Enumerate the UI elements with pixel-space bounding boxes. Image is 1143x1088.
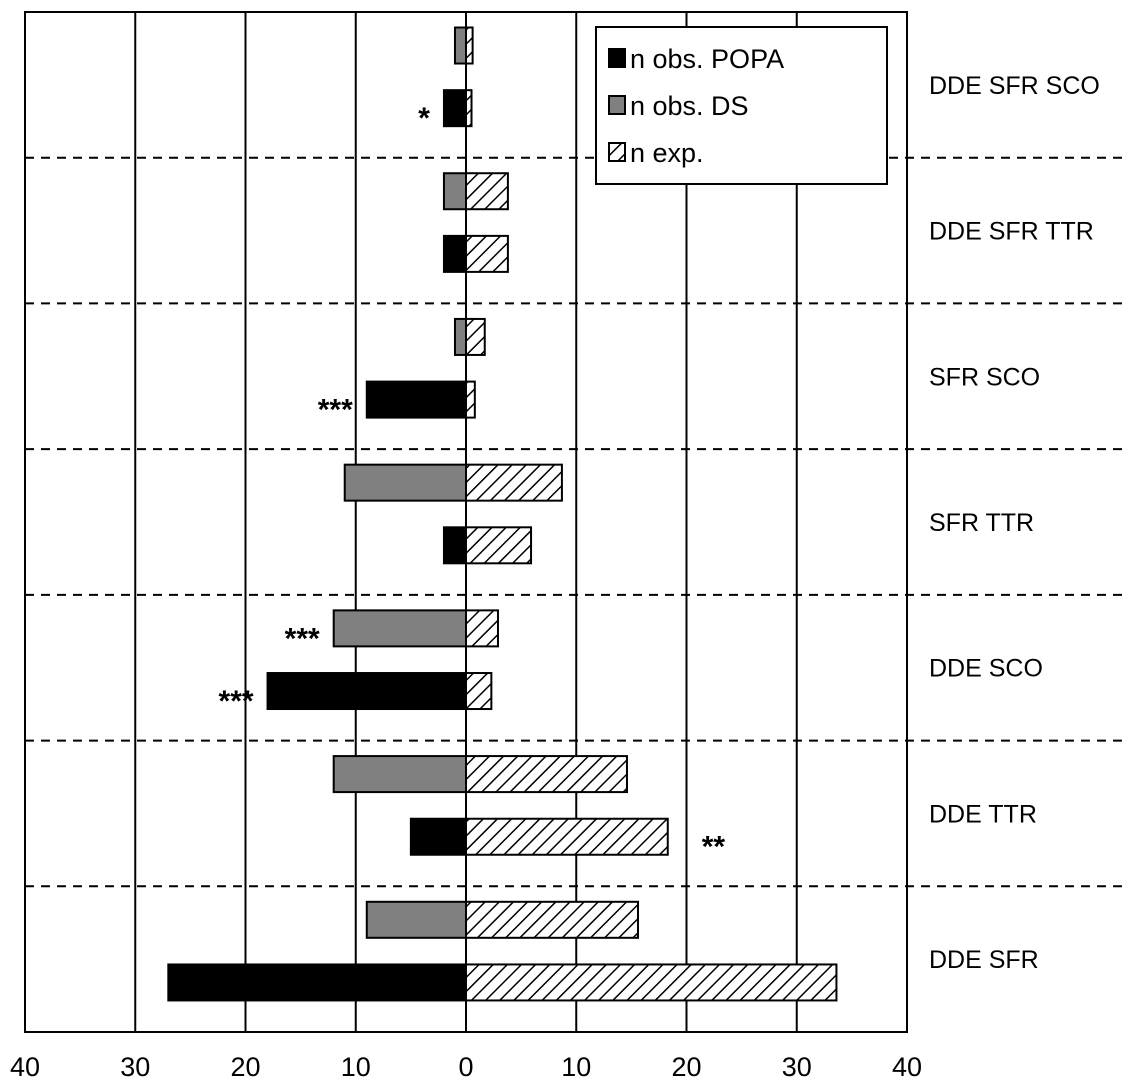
significance-marker: *** [318,394,353,427]
x-tick-label: 10 [561,1052,591,1082]
bar-n-obs-ds [365,900,467,939]
legend-box [595,26,888,185]
category-label: SFR SCO [929,363,1040,391]
bar-n-obs-popa [365,380,467,419]
significance-marker: ** [702,831,726,864]
x-tick-label: 40 [892,1052,922,1082]
x-tick-label: 20 [671,1052,701,1082]
plot-frame [24,11,908,1033]
category-label: DDE TTR [929,800,1037,828]
bar-n-obs-popa [409,817,467,856]
category-label: SFR TTR [929,509,1034,537]
bar-n-obs-ds [453,317,468,356]
bar-n-exp [465,234,509,273]
bar-n-exp [465,900,639,939]
bar-n-obs-popa [266,672,467,711]
legend-swatch [608,95,626,115]
legend-swatch [608,142,626,162]
legend: n obs. POPA n obs. DS n exp. [595,26,888,185]
legend-label: n obs. DS [630,91,749,121]
category-label: DDE SCO [929,655,1043,683]
bar-n-obs-ds [343,463,468,502]
bar-n-exp [465,380,476,419]
x-tick-label: 10 [341,1052,371,1082]
bar-n-exp [465,609,499,648]
bar-n-exp [465,817,669,856]
bar-n-exp [465,26,474,65]
bar-n-exp [465,526,533,565]
significance-marker: * [418,102,430,135]
bar-n-exp [465,463,563,502]
category-label: DDE SFR [929,946,1039,974]
bar-n-obs-ds [332,609,468,648]
x-tick-label: 30 [782,1052,812,1082]
bar-n-exp [465,317,486,356]
x-tick-label: 30 [120,1052,150,1082]
x-tick-label: 20 [230,1052,260,1082]
bar-n-obs-popa [167,963,467,1002]
bar-n-obs-ds [453,26,468,65]
bar-n-exp [465,89,473,128]
bar-n-obs-popa [442,526,468,565]
x-tick-label: 0 [458,1052,473,1082]
legend-label: n exp. [630,138,704,168]
significance-marker: *** [219,685,254,718]
bar-n-obs-popa [442,89,468,128]
category-label: DDE SFR TTR [929,218,1094,246]
text-layer: * DDE SFR SCO DDE SFR TTR *** SFR SCO SFR TTR… [10,72,1100,1082]
legend-swatch [608,48,626,68]
legend-label: n obs. POPA [630,44,784,74]
bar-n-obs-ds [442,172,468,211]
x-tick-label: 40 [10,1052,40,1082]
bar-n-obs-ds [332,755,468,794]
significance-marker: *** [285,622,320,655]
bar-n-obs-popa [442,234,468,273]
bar-layer [167,26,838,1002]
category-label: DDE SFR SCO [929,72,1100,100]
bar-n-exp [465,672,493,711]
bar-n-exp [465,963,838,1002]
bar-n-exp [465,755,628,794]
bar-n-exp [465,172,509,211]
